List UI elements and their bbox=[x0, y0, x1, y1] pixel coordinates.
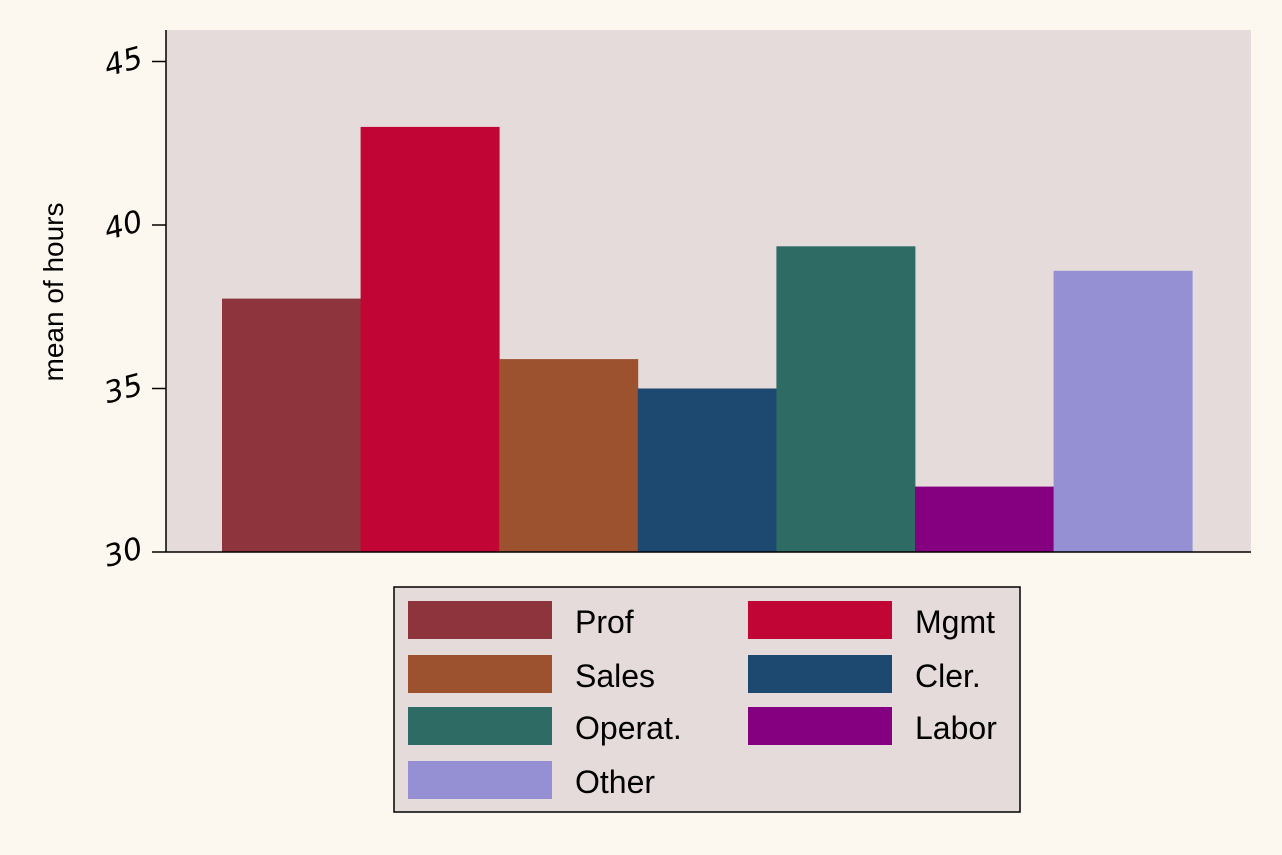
y-tick-label-40: 40 bbox=[101, 204, 147, 248]
legend-label-operat: Operat. bbox=[575, 710, 682, 746]
bar-operat bbox=[776, 246, 916, 553]
bar-labor bbox=[915, 486, 1054, 552]
legend-swatch-sales bbox=[408, 655, 552, 693]
bar-other bbox=[1053, 270, 1193, 552]
bar-sales bbox=[499, 359, 639, 552]
bars bbox=[222, 126, 1193, 553]
bar-prof bbox=[222, 298, 361, 552]
legend-swatch-mgmt bbox=[748, 601, 892, 639]
legend-swatch-other bbox=[408, 761, 552, 799]
legend-label-sales: Sales bbox=[575, 658, 655, 694]
legend-label-other: Other bbox=[575, 764, 655, 800]
legend-swatch-prof bbox=[408, 601, 552, 639]
legend-label-cler: Cler. bbox=[915, 658, 981, 694]
bar-mgmt bbox=[360, 126, 500, 553]
y-axis-label: mean of hours bbox=[38, 203, 69, 382]
y-tick-label-30: 30 bbox=[101, 531, 147, 575]
y-tick-label-35: 35 bbox=[101, 367, 147, 411]
legend-label-mgmt: Mgmt bbox=[915, 604, 995, 640]
legend-swatch-cler bbox=[748, 655, 892, 693]
legend-swatch-labor bbox=[748, 707, 892, 745]
legend-swatch-operat bbox=[408, 707, 552, 745]
y-tick-label-45: 45 bbox=[101, 40, 147, 84]
bar-cler bbox=[637, 388, 777, 552]
legend-label-labor: Labor bbox=[915, 710, 997, 746]
legend: Prof Mgmt Sales Cler. Operat. Labor Other bbox=[393, 586, 1021, 813]
legend-label-prof: Prof bbox=[575, 604, 634, 640]
